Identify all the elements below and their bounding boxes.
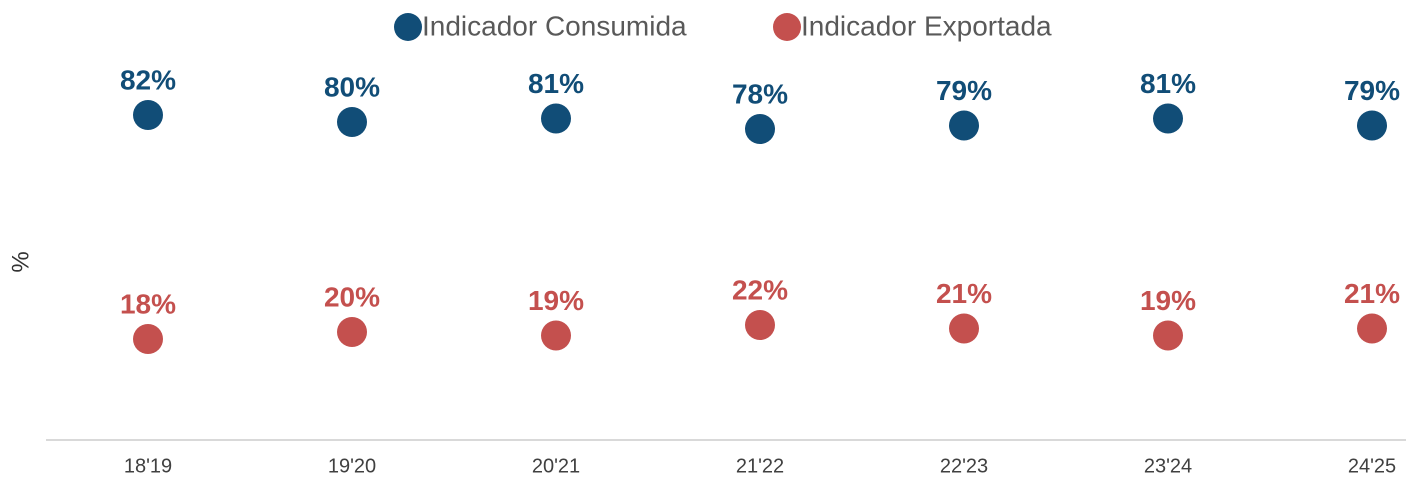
- y-axis-label: %: [7, 251, 34, 272]
- dot: [1153, 103, 1183, 134]
- data-label: 18%: [120, 288, 176, 319]
- data-label: 20%: [324, 281, 380, 312]
- data-label: 79%: [936, 75, 992, 106]
- data-label: 19%: [1140, 285, 1196, 316]
- dot: [1357, 110, 1387, 141]
- dot: [337, 317, 367, 347]
- x-tick-label: 21'22: [736, 455, 784, 477]
- data-label: 80%: [324, 71, 380, 102]
- dot: [337, 107, 367, 137]
- dot: [133, 324, 163, 354]
- data-label: 79%: [1344, 75, 1400, 106]
- data-label: 21%: [936, 278, 992, 309]
- dot: [1153, 320, 1183, 351]
- dot: [745, 114, 775, 144]
- dot: [949, 110, 979, 141]
- data-label: 21%: [1344, 278, 1400, 309]
- dot: [541, 103, 571, 134]
- legend-label: Indicador Exportada: [801, 10, 1052, 41]
- legend-label: Indicador Consumida: [422, 10, 687, 41]
- data-label: 78%: [732, 78, 788, 109]
- dot: [949, 313, 979, 344]
- dot: [133, 100, 163, 130]
- dot: [541, 320, 571, 351]
- x-tick-label: 19'20: [328, 455, 376, 477]
- legend-marker: [394, 13, 422, 41]
- dot: [1357, 313, 1387, 344]
- legend-marker: [773, 13, 801, 41]
- x-tick-label: 22'23: [940, 455, 988, 477]
- data-label: 81%: [1140, 68, 1196, 99]
- data-label: 22%: [732, 274, 788, 305]
- x-tick-label: 20'21: [532, 455, 580, 477]
- x-tick-label: 18'19: [124, 455, 172, 477]
- dot: [745, 310, 775, 340]
- data-label: 81%: [528, 68, 584, 99]
- data-label: 82%: [120, 64, 176, 95]
- x-tick-label: 24'25: [1348, 455, 1396, 477]
- data-label: 19%: [528, 285, 584, 316]
- x-tick-label: 23'24: [1144, 455, 1192, 477]
